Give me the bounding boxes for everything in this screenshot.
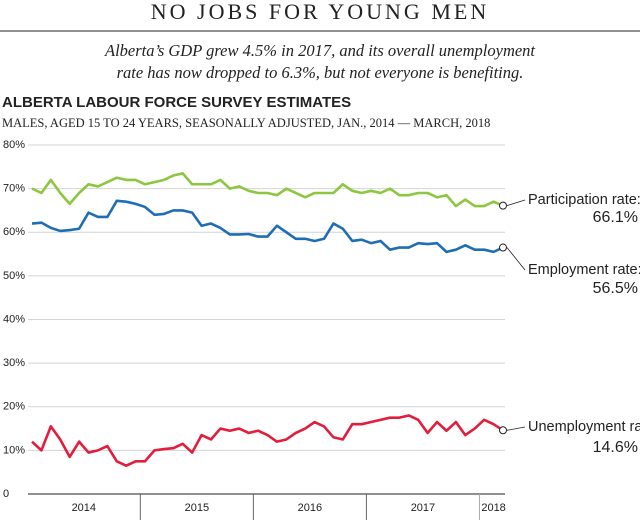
- label-leader: [506, 199, 526, 207]
- label-leader: [506, 426, 526, 431]
- series-line: [31, 172, 504, 208]
- chart-subtitle: MALES, AGED 15 TO 24 YEARS, SEASONALLY A…: [2, 116, 490, 130]
- series-name: Employment rate:: [528, 262, 640, 278]
- y-tick-label: 50%: [3, 270, 25, 282]
- value-label: 14.6%: [593, 439, 638, 456]
- headline: NO JOBS FOR YOUNG MEN: [151, 0, 489, 24]
- end-marker: [499, 201, 507, 210]
- chart-title: ALBERTA LABOUR FORCE SURVEY ESTIMATES: [2, 94, 351, 111]
- end-marker: [499, 243, 507, 252]
- series-line: [31, 199, 504, 254]
- x-tick-label: 2018: [481, 502, 505, 514]
- subtitle-line: Alberta’s GDP grew 4.5% in 2017, and its…: [104, 41, 535, 60]
- y-tick-label: 80%: [3, 139, 25, 151]
- y-tick-label: 70%: [3, 183, 25, 195]
- series-line: [31, 414, 504, 467]
- x-tick-label: 2014: [72, 502, 96, 514]
- x-tick-label: 2015: [185, 502, 209, 514]
- y-tick-label: 30%: [3, 357, 25, 369]
- series-name: Participation rate:: [528, 192, 640, 208]
- y-tick-label: 60%: [3, 226, 25, 238]
- value-label: 56.5%: [593, 280, 638, 297]
- label-leader: [506, 247, 526, 271]
- y-tick-label: 40%: [3, 313, 25, 325]
- series-name: Unemployment rate:: [528, 419, 640, 435]
- subtitle-line: rate has now dropped to 6.3%, but not ev…: [117, 63, 524, 82]
- y-tick-label: 20%: [3, 401, 25, 413]
- y-tick-label: 10%: [3, 444, 25, 456]
- x-tick-label: 2017: [411, 502, 435, 514]
- y-tick-label: 0: [3, 488, 9, 500]
- value-label: 66.1%: [593, 209, 638, 226]
- end-marker: [499, 426, 507, 435]
- x-tick-label: 2016: [298, 502, 322, 514]
